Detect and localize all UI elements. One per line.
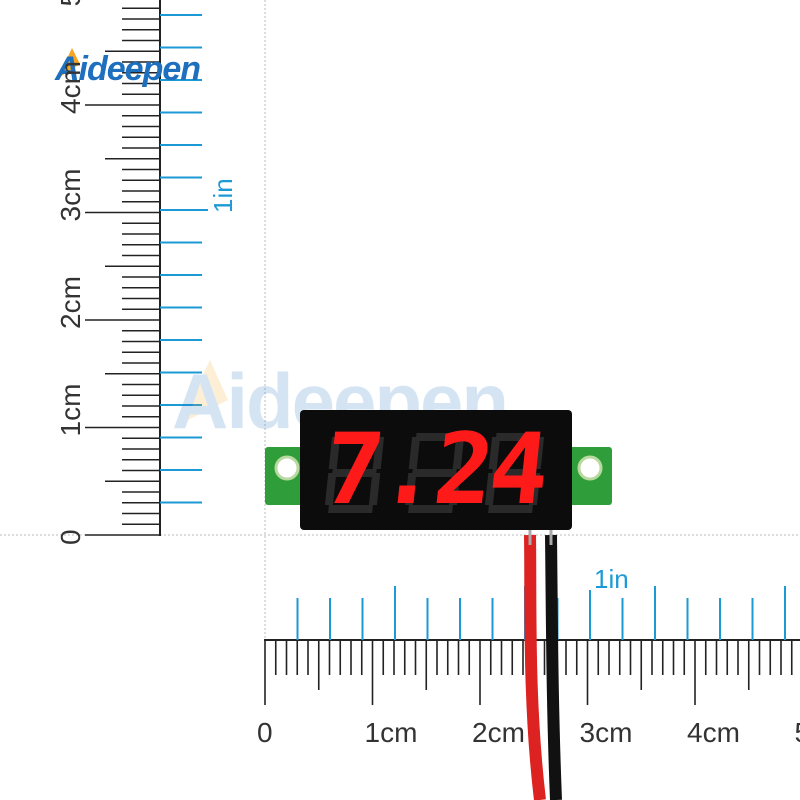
cm-label: 1cm [365, 717, 418, 748]
unlit-segment [408, 437, 421, 469]
unlit-segment [484, 473, 497, 505]
black-wire [545, 534, 562, 800]
unlit-segment [528, 473, 541, 505]
unlit-segment [331, 469, 377, 477]
cm-label: 5 [55, 0, 86, 7]
unlit-segment [328, 437, 341, 469]
cm-label: 3cm [55, 169, 86, 222]
mount-hole [274, 455, 300, 481]
unlit-segment [328, 505, 373, 513]
unlit-segment [488, 437, 501, 469]
unlit-segment [324, 473, 337, 505]
unlit-segment [491, 469, 537, 477]
unlit-segment [335, 433, 381, 441]
logo-text: Aideepen [54, 50, 200, 88]
cm-label: 0 [257, 717, 273, 748]
unlit-segment [368, 473, 381, 505]
cm-label: 1cm [55, 384, 86, 437]
cm-label: 0 [55, 529, 86, 545]
red-wire [524, 534, 546, 800]
logo-accent [58, 48, 80, 78]
cm-label: 4cm [55, 61, 86, 114]
cm-label: 2cm [55, 276, 86, 329]
inch-label: 1in [594, 564, 629, 594]
unlit-segment [415, 433, 461, 441]
ruler-labels: 0 1cm 2cm 3cm 4cm 5 1in 0 1cm 2cm 3cm 4cm 5 1in [55, 0, 800, 748]
unlit-segment [404, 473, 417, 505]
unlit-segment [408, 505, 453, 513]
cm-label: 4cm [687, 717, 740, 748]
cm-label: 5 [795, 717, 800, 748]
unlit-segment [495, 433, 541, 441]
unlit-segment [532, 437, 545, 469]
unlit-segment [488, 505, 533, 513]
unlit-segment [448, 473, 461, 505]
unlit-segment [372, 437, 385, 469]
inch-label: 1in [208, 178, 238, 213]
unlit-segment [411, 469, 457, 477]
logo: Aideepen [54, 48, 201, 88]
mount-hole [577, 455, 603, 481]
cm-label: 3cm [580, 717, 633, 748]
unlit-segment [452, 437, 465, 469]
voltmeter: 7.24 [265, 410, 612, 530]
cm-label: 2cm [472, 717, 525, 748]
unlit-segments [324, 433, 545, 513]
watermark-accent [178, 360, 228, 425]
ruler-ticks [85, 7, 793, 705]
display-reading: 7.24 [319, 413, 551, 527]
